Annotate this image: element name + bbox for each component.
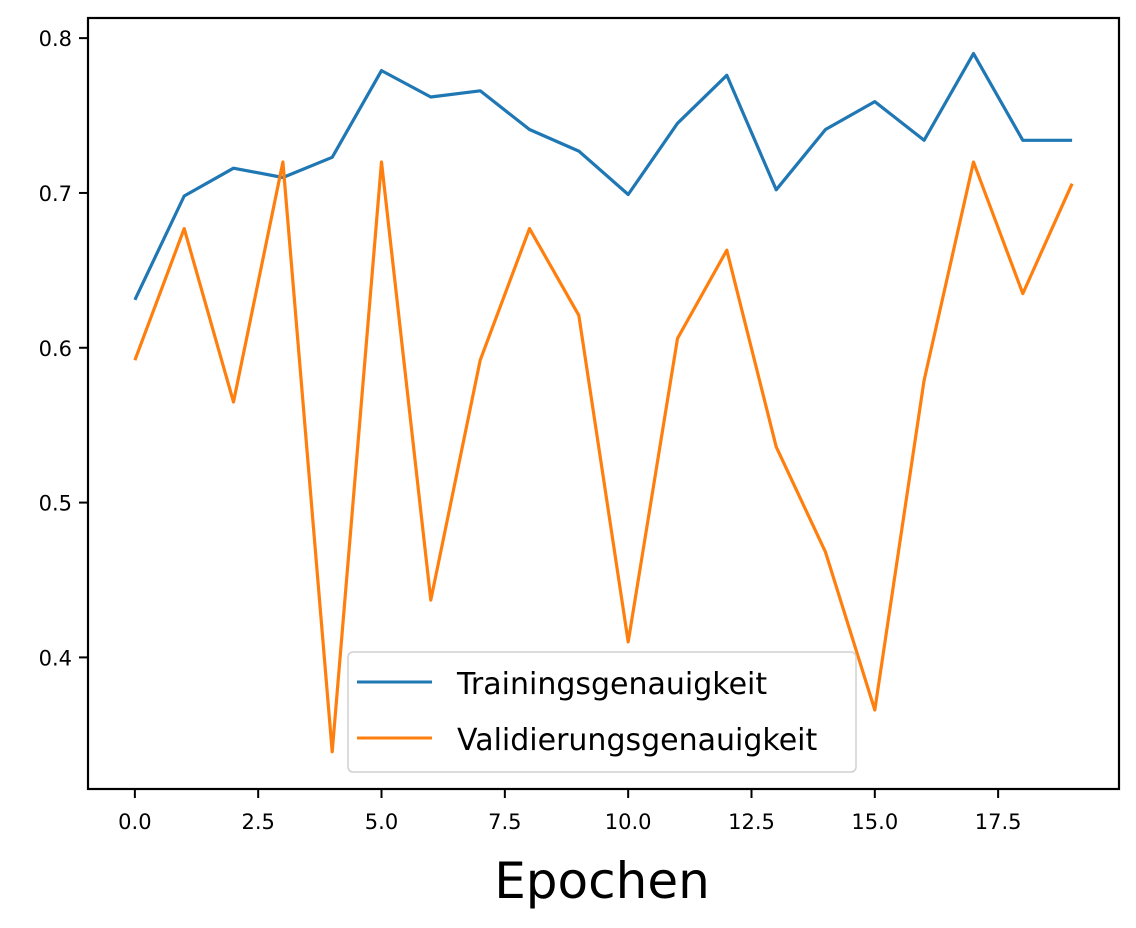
x-axis-ticks: 0.0 2.5 5.0 7.5 10.0 12.5 15.0 17.5 <box>118 789 1022 834</box>
x-tick-label: 12.5 <box>728 810 775 834</box>
y-tick-label: 0.8 <box>39 27 72 51</box>
series-line-training <box>133 51 1073 301</box>
x-tick-label: 2.5 <box>241 810 274 834</box>
y-axis-ticks: 0.4 0.5 0.6 0.7 0.8 <box>39 27 88 670</box>
y-tick-label: 0.6 <box>39 337 72 361</box>
x-tick-label: 10.0 <box>605 810 652 834</box>
legend-box <box>347 651 857 773</box>
legend: Trainingsgenauigkeit Validierungsgenauig… <box>347 651 857 773</box>
x-tick-label: 5.0 <box>365 810 398 834</box>
axes-frame <box>86 16 1121 791</box>
y-tick-label: 0.7 <box>39 182 72 206</box>
x-tick-label: 15.0 <box>851 810 898 834</box>
legend-label-validation: Validierungsgenauigkeit <box>457 723 818 758</box>
series-line-validation <box>133 160 1074 754</box>
y-tick-label: 0.4 <box>39 646 72 670</box>
x-tick-label: 0.0 <box>118 810 151 834</box>
x-tick-label: 17.5 <box>975 810 1022 834</box>
y-tick-label: 0.5 <box>39 492 72 516</box>
x-axis-label: Epochen <box>494 852 710 910</box>
x-tick-label: 7.5 <box>488 810 521 834</box>
legend-label-training: Trainingsgenauigkeit <box>456 667 767 702</box>
plot-lines <box>133 51 1074 754</box>
